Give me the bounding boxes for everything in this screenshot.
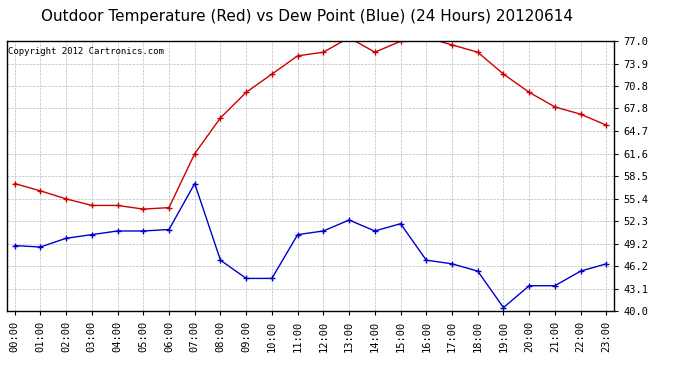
Text: Copyright 2012 Cartronics.com: Copyright 2012 Cartronics.com <box>8 46 164 56</box>
Text: Outdoor Temperature (Red) vs Dew Point (Blue) (24 Hours) 20120614: Outdoor Temperature (Red) vs Dew Point (… <box>41 9 573 24</box>
